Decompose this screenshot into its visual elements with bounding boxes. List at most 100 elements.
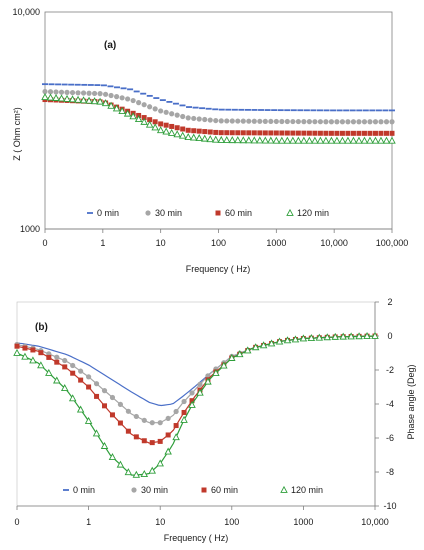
panel-b-data-point [188, 400, 196, 408]
panel-b-data-point [339, 332, 347, 340]
panel-a-data-point [350, 119, 357, 125]
panel-a-data-point [91, 90, 98, 97]
panel-b-x-axis-label: Frequency ( Hz) [164, 533, 229, 543]
panel-a-data-point [174, 112, 180, 118]
panel-b-data-point [68, 394, 77, 402]
panel-a-data-point [162, 127, 170, 135]
panel-a-data-point [90, 97, 99, 105]
panel-b-data-point [236, 350, 244, 358]
panel-b-series [13, 331, 379, 478]
panel-a-x-tick-label: 100,000 [376, 238, 409, 248]
panel-a-data-point [47, 89, 54, 95]
panel-b-legend: 0 min 30 min 60 min 120 min [63, 485, 323, 495]
panel-b-data-point [117, 420, 123, 426]
panel-b-x-ticks: 0 1 10 100 1000 10,000 [14, 506, 389, 527]
panel-a-data-point [52, 93, 60, 101]
panel-b-x-tick-label: 0 [14, 517, 19, 527]
panel-b-data-point [93, 381, 100, 387]
panel-a-data-point [333, 136, 341, 144]
panel-a-data-point [389, 119, 395, 125]
panel-b-data-point [165, 432, 171, 438]
panel-a-y-ticks: 10,000 1000 [12, 7, 40, 234]
panel-b-data-point [125, 408, 131, 414]
panel-a-data-point [125, 96, 131, 102]
panel-b-legend-label: 0 min [73, 485, 95, 495]
panel-b-data-point [60, 384, 69, 392]
panel-b-data-point [148, 466, 156, 474]
panel-a-data-point [86, 90, 92, 96]
panel-b-data-point [291, 335, 300, 343]
panel-a-data-point [114, 94, 120, 100]
panel-b-data-point [70, 370, 76, 376]
panel-a-data-point [300, 136, 308, 144]
panel-a-data-point [207, 129, 213, 135]
panel-a-data-point [178, 131, 187, 139]
panel-a-data-point [388, 136, 396, 144]
panel-a-data-point [217, 135, 226, 143]
panel-a-data-point [140, 117, 148, 125]
panel-a-data-point [141, 102, 147, 108]
panel-a-data-point [180, 113, 186, 120]
panel-a-data-point [213, 117, 219, 124]
panel-a-legend-label: 120 min [297, 208, 329, 218]
panel-a-data-point [75, 90, 81, 96]
panel-a-data-point [80, 90, 87, 96]
panel-b-legend-label: 30 min [141, 485, 168, 495]
panel-a-data-point [312, 130, 318, 136]
panel-a-data-point [180, 126, 186, 132]
panel-a-data-point [235, 130, 241, 136]
panel-b-data-point [157, 438, 163, 444]
panel-a-data-point [218, 118, 224, 124]
panel-b-data-point [283, 336, 292, 344]
panel-a-data-point [195, 134, 203, 142]
panel-b-data-point [197, 381, 203, 387]
panel-b-data-point [371, 331, 379, 339]
panel-a-data-point [239, 136, 248, 144]
panel-b-legend-marker [131, 487, 137, 493]
panel-b-data-point [212, 369, 220, 377]
panel-a-data-point [185, 127, 191, 133]
panel-a-data-point [356, 130, 362, 136]
panel-a-data-point [246, 130, 252, 136]
panel-a-data-point [273, 118, 279, 125]
panel-a-data-point [101, 99, 110, 107]
panel-b-data-point [173, 408, 179, 415]
panel-a-data-point [129, 112, 137, 120]
panel-b-data-point [181, 398, 187, 405]
panel-b-data-point [164, 447, 172, 455]
panel-a-legend-label: 60 min [225, 208, 252, 218]
panel-b-data-point [165, 415, 171, 422]
panel-b-data-point [21, 352, 29, 360]
panel-a-data-point [322, 136, 330, 144]
panel-a-series-30-min [42, 88, 395, 125]
panel-b-legend-label: 120 min [291, 485, 323, 495]
panel-b-data-point [133, 434, 139, 440]
panel-b-data-point [46, 354, 52, 360]
panel-a-data-point [189, 133, 198, 141]
panel-a-data-point [290, 130, 296, 136]
panel-b-data-point [156, 459, 164, 467]
panel-a-data-point [102, 91, 109, 97]
panel-a-data-point [169, 123, 175, 129]
panel-a-data-point [389, 130, 395, 136]
panel-a-data-point [256, 136, 264, 144]
panel-a-data-point [306, 119, 312, 125]
panel-a-data-point [372, 130, 378, 136]
panel-a-data-point [272, 136, 281, 144]
panel-a-x-tick-label: 1000 [266, 238, 286, 248]
panel-a-data-point [246, 118, 252, 124]
panel-a-data-point [257, 118, 263, 124]
panel-b-data-point [92, 429, 101, 437]
panel-a-data-point [251, 130, 257, 136]
panel-a-legend-label: 30 min [155, 208, 182, 218]
panel-b-legend-marker [280, 485, 288, 493]
panel-a-data-point [229, 130, 235, 136]
panel-a-data-point [191, 128, 197, 134]
panel-a-data-point [311, 136, 319, 144]
panel-b-data-point [140, 470, 149, 478]
panel-a-x-tick-label: 0 [42, 238, 47, 248]
panel-b-data-point [173, 423, 179, 429]
panel-a-data-point [334, 119, 340, 125]
panel-b-data-point [100, 441, 109, 449]
panel-a-data-point [174, 125, 180, 131]
